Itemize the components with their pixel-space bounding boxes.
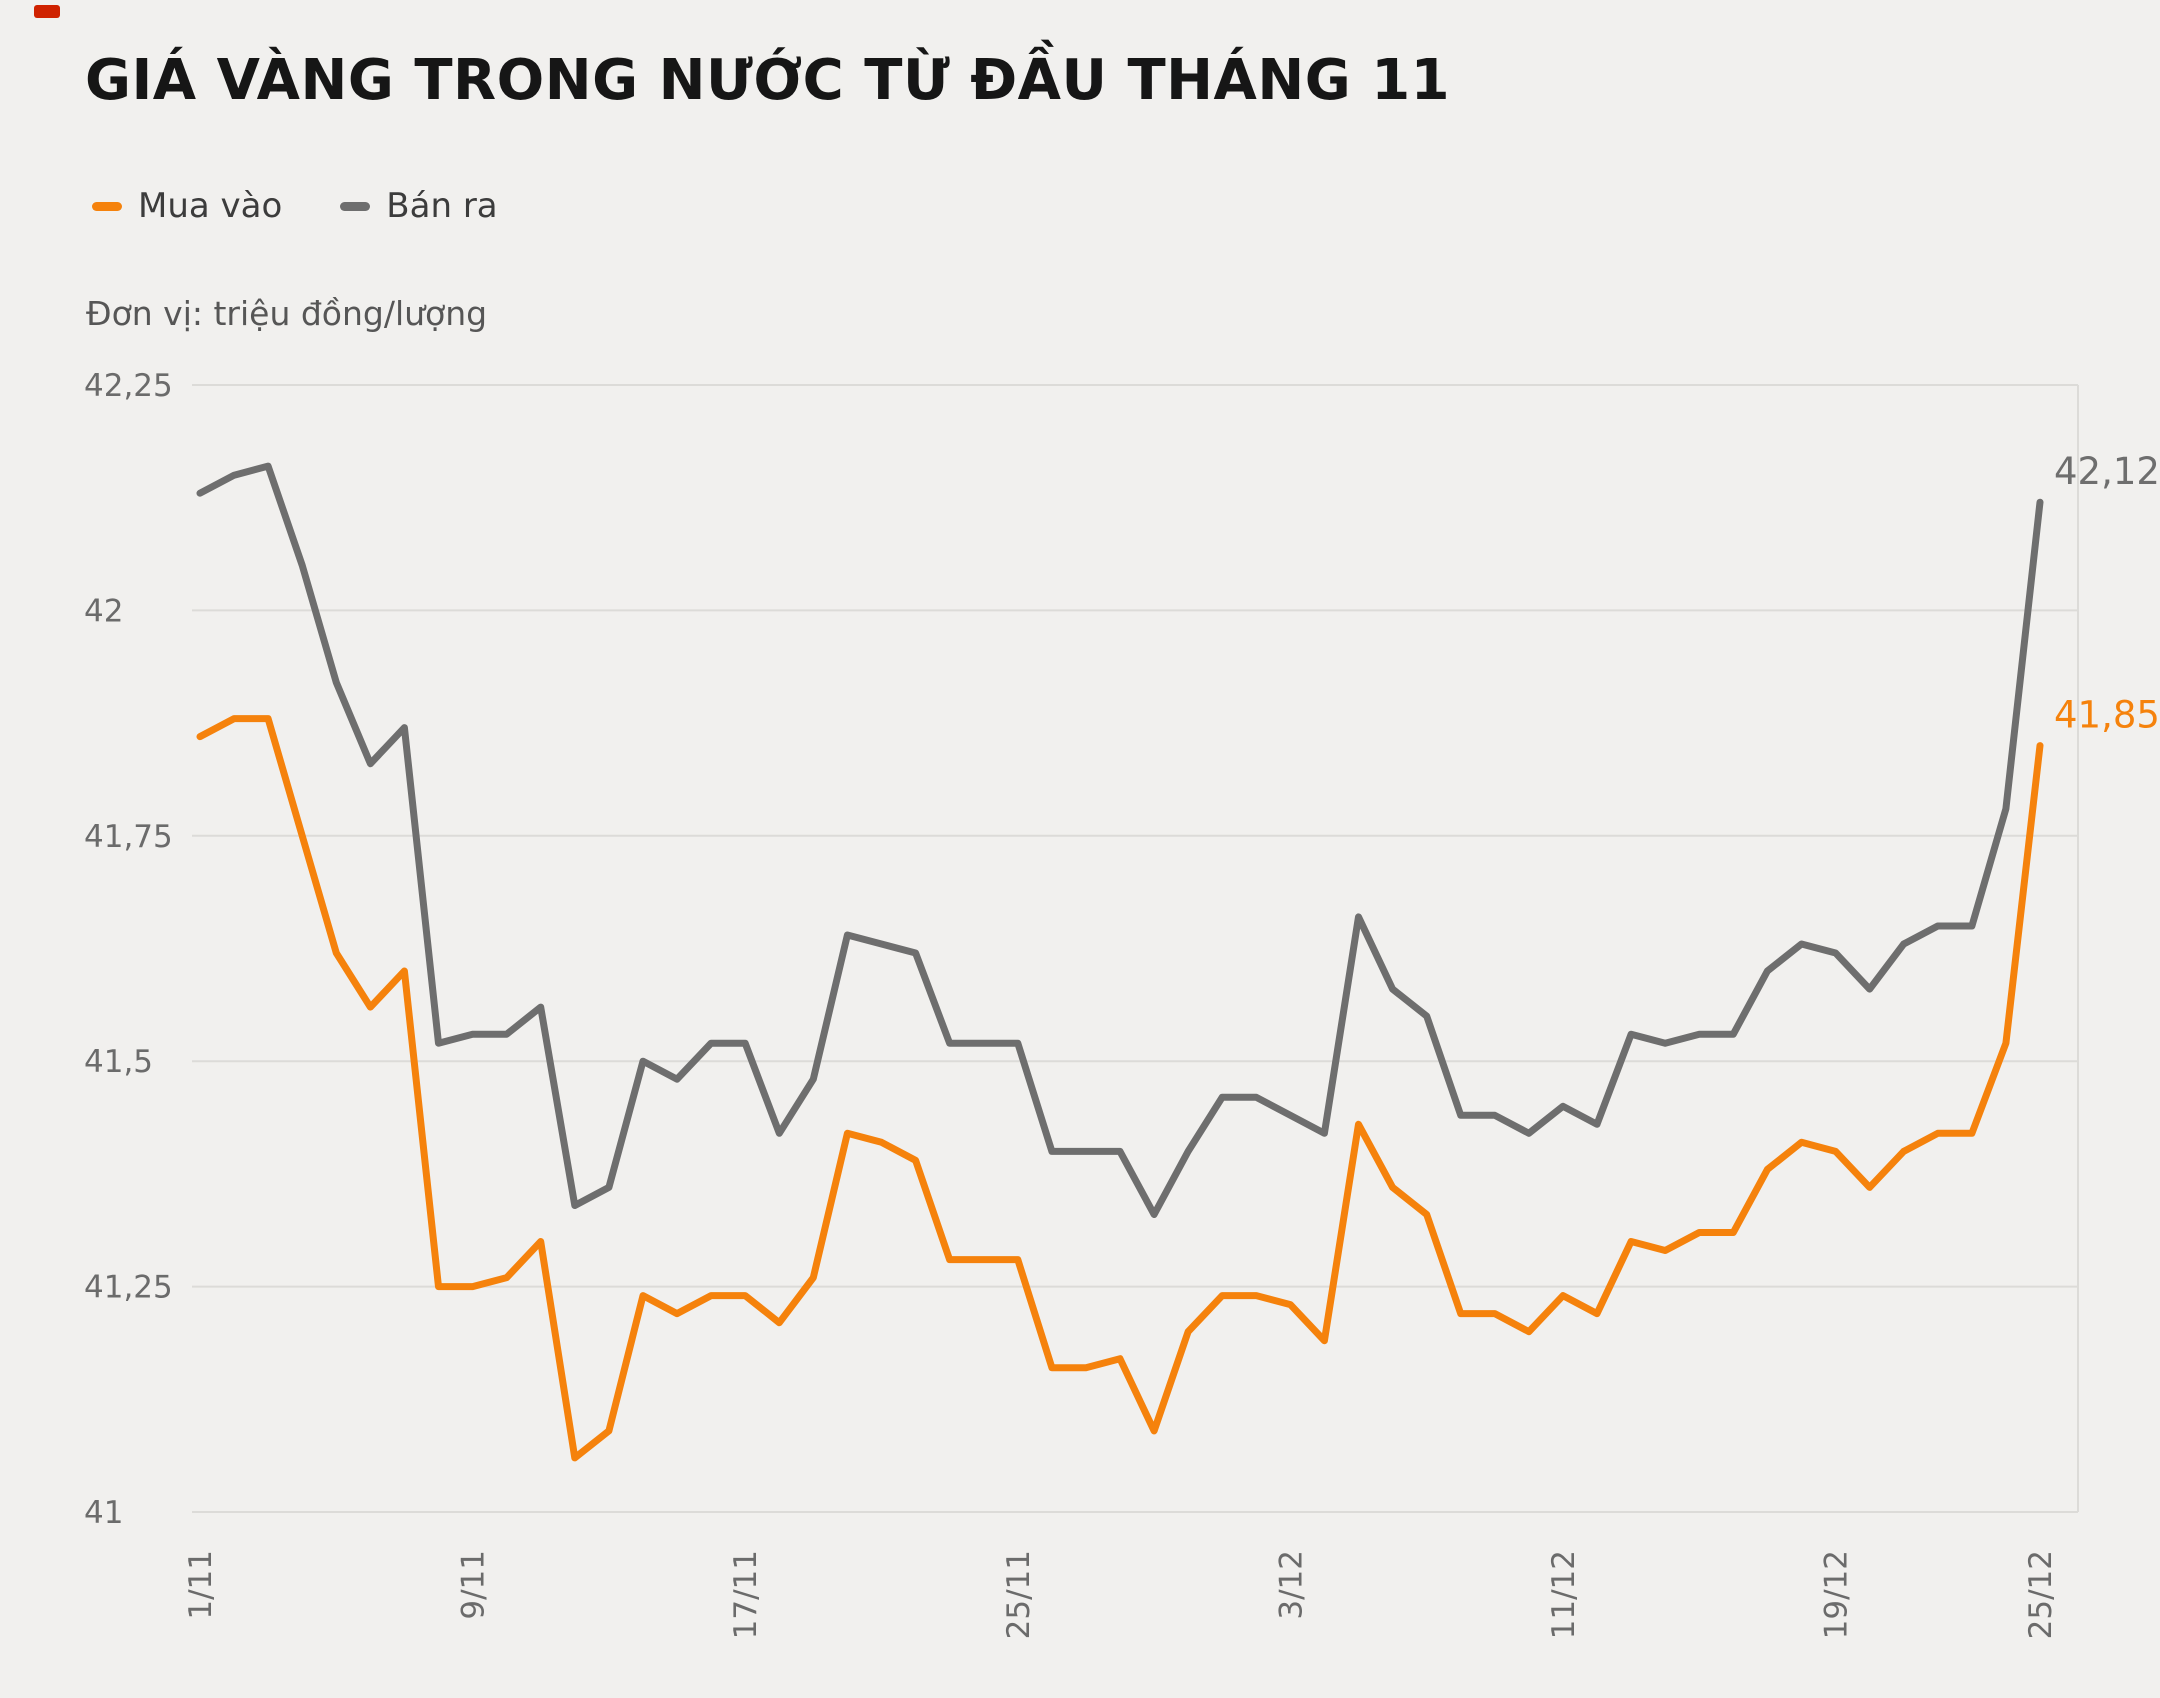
legend-item-mua-vao[interactable]: Mua vào (92, 186, 282, 226)
x-axis-label: 25/11 (1001, 1550, 1037, 1639)
y-axis-label: 41,75 (84, 819, 173, 855)
x-axis-label: 19/12 (1819, 1550, 1855, 1639)
x-axis-label: 25/12 (2023, 1550, 2059, 1639)
y-axis-label: 41,25 (84, 1270, 173, 1306)
series-line-ban-ra (196, 462, 2044, 1218)
x-axis-label: 9/11 (456, 1550, 492, 1620)
y-axis-label: 42,25 (84, 368, 173, 404)
legend-label-ban-ra: Bán ra (386, 186, 498, 226)
legend-item-ban-ra[interactable]: Bán ra (340, 186, 498, 226)
unit-label: Đơn vị: triệu đồng/lượng (86, 294, 488, 333)
x-axis-label: 3/12 (1273, 1550, 1309, 1620)
legend: Mua vào Bán ra (92, 186, 498, 226)
y-axis-label: 41 (84, 1495, 123, 1531)
x-axis-label: 17/11 (728, 1550, 764, 1639)
legend-marker-mua-vao (92, 201, 122, 211)
x-axis-label: 1/11 (183, 1550, 219, 1620)
y-axis-label: 41,5 (84, 1044, 153, 1080)
chart-title: GIÁ VÀNG TRONG NƯỚC TỪ ĐẦU THÁNG 11 (85, 48, 1451, 113)
series-line-mua-vao (196, 715, 2044, 1462)
y-axis-label: 42 (84, 593, 123, 629)
legend-label-mua-vao: Mua vào (138, 186, 283, 226)
x-axis-label: 11/12 (1546, 1550, 1582, 1639)
end-label-mua-vao: 41,85 (2054, 694, 2160, 737)
legend-marker-ban-ra (340, 201, 371, 211)
end-label-ban-ra: 42,12 (2054, 450, 2160, 493)
corner-mark (34, 5, 60, 18)
